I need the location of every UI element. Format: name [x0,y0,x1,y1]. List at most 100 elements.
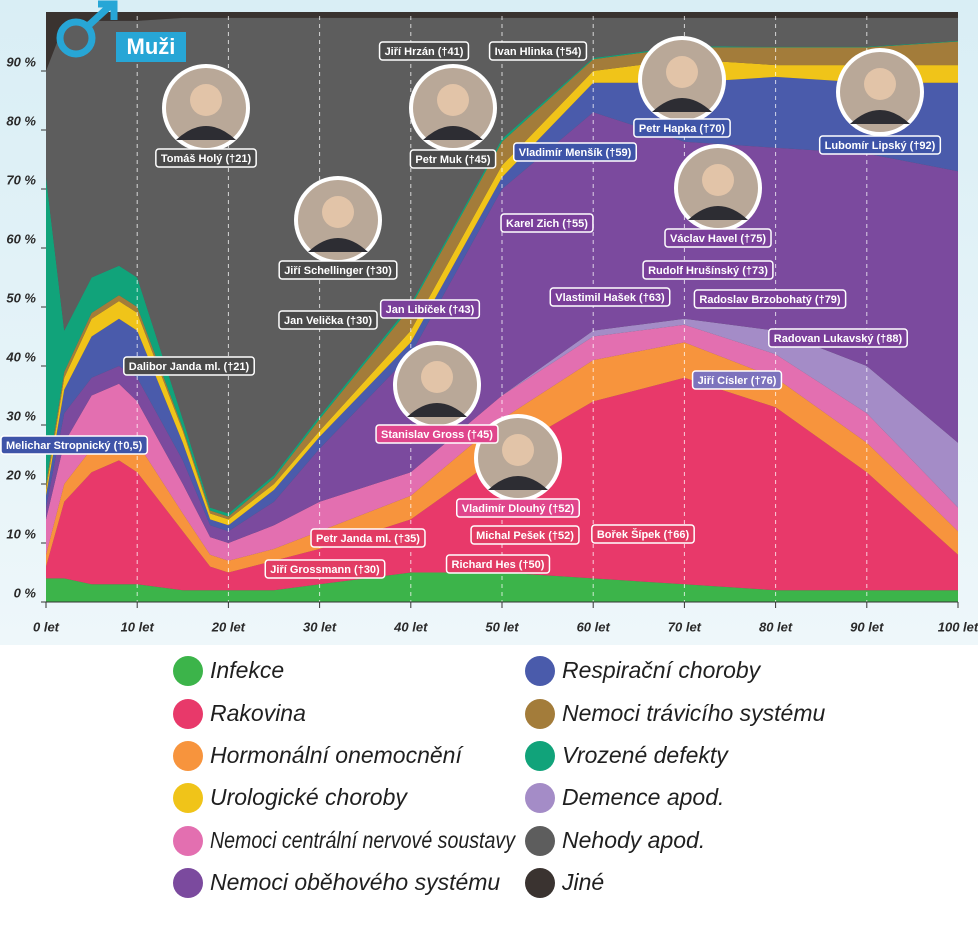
annotation-box [513,142,637,162]
portrait-head [864,68,896,100]
legend-label: Urologické choroby [210,784,408,810]
annotation-box [310,528,426,548]
annotation-box [409,149,497,169]
annotation: Dalibor Janda ml. (†21) [129,361,250,373]
annotation-box [379,299,481,319]
annotation: Karel Zich (†55) [506,218,588,230]
legend: Infekce Rakovina Hormonální onemocnění Nemo… [173,656,826,898]
annotation-box [375,424,499,444]
annotation-box [445,554,551,574]
annotation-box [0,435,149,455]
annotation: Petr Hapka (†70) [639,123,726,135]
legend-label: Jiné [561,869,604,895]
annotation: Vladimír Menšík (†59) [519,147,632,159]
male-symbol [56,18,96,58]
legend-label: Hormonální onemocnění [210,742,464,768]
photos [162,36,924,502]
annotation-box [488,41,588,61]
portrait-head [322,196,354,228]
legend-label: Vrozené defekty [562,742,729,768]
annotation: Vlastimil Hašek (†63) [555,292,665,304]
portrait-head [666,56,698,88]
annotation: Ivan Hlinka (†54) [495,46,582,58]
legend-label: Nemoci trávicího systému [562,700,826,726]
title-box [116,32,186,62]
portrait-body [850,110,910,124]
annotation-box [591,524,695,544]
portrait-body [488,476,548,490]
x-tick-label: 100 let [938,619,978,634]
annotation-box [123,356,255,376]
annotation: Melichar Stropnický (†0,5) [6,440,143,452]
legend-label: Demence apod. [562,784,724,810]
y-tick-label: 50 % [6,290,36,305]
portrait-head [502,434,534,466]
y-tick-label: 70 % [6,172,36,187]
y-tick-label: 60 % [6,231,36,246]
legend-label: Nehody apod. [562,827,705,853]
portrait-body [423,126,483,140]
annotation: Jiří Hrzán (†41) [385,46,464,58]
annotation: Jiří Císler (†76) [698,375,777,387]
y-tick-label: 90 % [6,54,36,69]
portrait-body [688,206,748,220]
title-badge: Muži [56,0,186,62]
annotation-box [642,260,774,280]
annotation: Petr Janda ml. (†35) [316,533,420,545]
y-tick-label: 10 % [6,526,36,541]
y-tick-label: 40 % [5,349,36,364]
portrait-head [190,84,222,116]
portrait-head [421,361,453,393]
portrait-head [437,84,469,116]
x-tick-label: 20 let [211,619,246,634]
annotation-box [470,525,580,545]
portrait-body [652,98,712,112]
x-tick-label: 30 let [303,619,337,634]
legend-swatch [525,741,555,771]
legend-swatch [173,656,203,686]
annotation: Václav Havel (†75) [670,233,766,245]
portrait-body [407,403,467,417]
axes: 0 let 10 let 20 let 30 let 40 let 50 let 60 le… [5,54,978,634]
annotation: Radoslav Brzobohatý (†79) [699,294,841,306]
annotation: Jan Velička (†30) [284,315,372,327]
annotation: Radovan Lukavský (†88) [774,333,903,345]
annotation: Jan Libíček (†43) [386,304,475,316]
annotations: Tomáš Holý (†21) Jiří Hrzán (†41) Ivan Hli… [0,41,942,579]
annotation: Lubomír Lipský (†92) [825,140,936,152]
portrait-body [308,238,368,252]
annotation-box [500,213,594,233]
y-tick-label: 80 % [6,113,36,128]
legend-label: Infekce [210,657,284,683]
portrait-head [702,164,734,196]
annotation: Stanislav Gross (†45) [381,429,493,441]
annotation-box [691,370,783,390]
annotation: Michal Pešek (†52) [476,530,574,542]
legend-swatch [525,783,555,813]
annotation-box [633,118,731,138]
x-tick-label: 40 let [393,619,428,634]
annotation-box [768,328,908,348]
annotation-box [278,310,378,330]
legend-swatch [173,783,203,813]
chart-title: Muži [127,34,176,59]
y-tick-label: 20 % [5,467,36,482]
x-tick-label: 0 let [33,619,60,634]
annotation: Jiří Schellinger (†30) [284,265,392,277]
legend-swatch [173,699,203,729]
annotation-box [456,498,580,518]
x-tick-label: 10 let [121,619,155,634]
area [46,17,958,514]
legend-label: Respirační choroby [562,657,762,683]
legend-swatch [173,741,203,771]
legend-swatch [173,826,203,856]
y-tick-label: 0 % [14,585,37,600]
x-tick-label: 50 let [485,619,519,634]
annotation-box [693,289,847,309]
annotation-box [549,287,671,307]
legend-swatch [525,699,555,729]
annotation: Bořek Šípek (†66) [597,528,690,541]
portrait-body [176,126,236,140]
y-tick-label: 30 % [6,408,36,423]
